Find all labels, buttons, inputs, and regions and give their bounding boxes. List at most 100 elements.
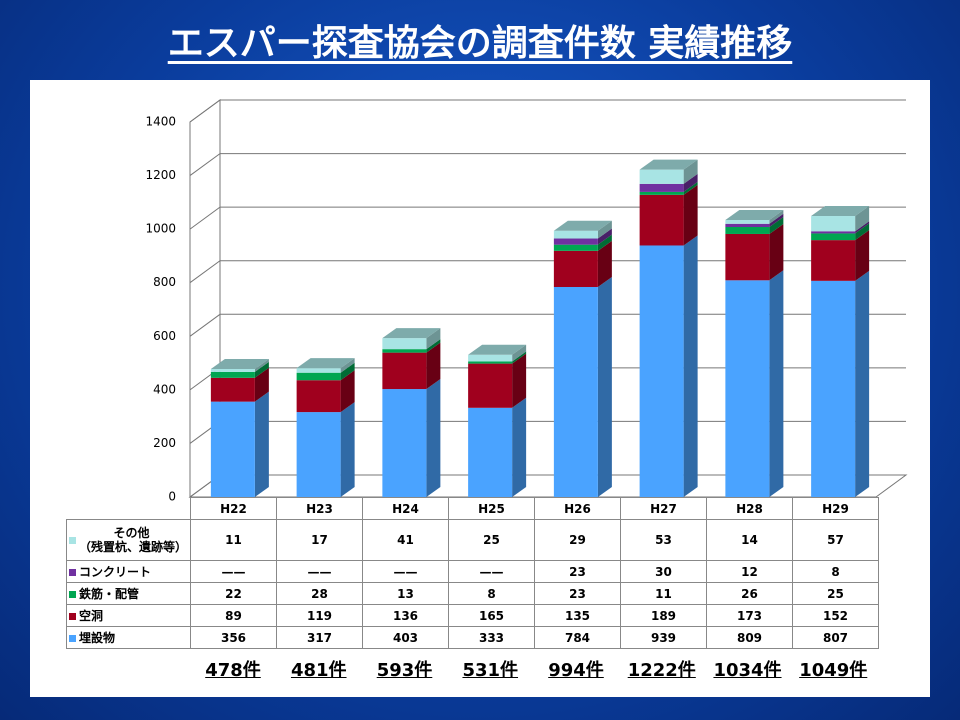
- legend-label: 埋設物: [79, 630, 116, 645]
- bar: [296, 368, 341, 373]
- bar-side: [769, 270, 784, 497]
- bar-side: [855, 206, 870, 232]
- bar: [382, 338, 427, 350]
- bar-side: [512, 344, 527, 362]
- bar: [296, 372, 341, 381]
- bar-side: [254, 358, 269, 372]
- table-row: その他 （残置杭、遺跡等） 11 17 41 25 29 53 14 57: [66, 519, 879, 561]
- bar: [639, 169, 684, 184]
- table-value: 23: [534, 582, 621, 605]
- row-label: その他 （残置杭、遺跡等）: [66, 519, 191, 561]
- table-value: ——: [190, 560, 277, 583]
- table-value: 317: [276, 626, 363, 649]
- x-tick-label: H24: [362, 497, 449, 520]
- legend-swatch: [69, 568, 76, 576]
- y-tick-label: 1000: [145, 222, 176, 236]
- bar: [553, 230, 598, 239]
- bar: [468, 354, 513, 362]
- table-value: 11: [190, 519, 277, 561]
- x-tick-label: H26: [534, 497, 621, 520]
- table-value: 13: [362, 582, 449, 605]
- bar-side: [769, 213, 784, 227]
- legend-label: コンクリート: [79, 564, 152, 579]
- bar-top: [811, 206, 870, 217]
- title: エスパー探査協会の調査件数 実績推移: [167, 23, 793, 64]
- bar-top: [468, 344, 527, 355]
- bar-side: [855, 223, 870, 241]
- bar-side: [340, 370, 355, 413]
- bar-top: [725, 210, 784, 221]
- bar: [296, 380, 341, 413]
- table-value: 14: [706, 519, 793, 561]
- table-value: 809: [706, 626, 793, 649]
- table-value: ——: [276, 560, 363, 583]
- bar: [639, 183, 684, 192]
- table-value: 53: [620, 519, 707, 561]
- table-value: 8: [448, 582, 535, 605]
- legend-swatch: [69, 590, 76, 598]
- table-value: ——: [362, 560, 449, 583]
- y-tick-label: 600: [153, 329, 176, 343]
- table-value: ——: [448, 560, 535, 583]
- bar: [210, 371, 255, 378]
- table-value: 12: [706, 560, 793, 583]
- bar: [811, 231, 856, 234]
- bar-top: [296, 358, 355, 369]
- total-label: 478件: [205, 660, 261, 681]
- row-label: コンクリート: [66, 560, 191, 583]
- table-value: 41: [362, 519, 449, 561]
- bar-side: [340, 362, 355, 381]
- table-value: 119: [276, 604, 363, 627]
- bar: [210, 368, 255, 372]
- table-value: 57: [792, 519, 879, 561]
- legend-swatch: [69, 634, 76, 642]
- bar: [468, 361, 513, 364]
- bar-side: [769, 210, 784, 224]
- y-tick-label: 1400: [145, 115, 176, 129]
- table-value: 8: [792, 560, 879, 583]
- bar-side: [597, 234, 612, 251]
- bar-side: [254, 367, 269, 402]
- bar-top: [382, 328, 441, 339]
- table-value: 89: [190, 604, 277, 627]
- total-label: 531件: [462, 660, 519, 681]
- bar: [468, 363, 513, 408]
- total-label: 1049件: [799, 660, 868, 681]
- bar-side: [683, 173, 698, 192]
- x-tick-label: H27: [620, 497, 707, 520]
- table-value: 189: [620, 604, 707, 627]
- bar: [811, 240, 856, 281]
- table-value: 165: [448, 604, 535, 627]
- x-tick-label: H22: [190, 497, 277, 520]
- bar-side: [426, 328, 441, 350]
- bar: [210, 401, 255, 497]
- bar-side: [769, 217, 784, 234]
- grid-line: [189, 153, 906, 176]
- bar: [639, 191, 684, 195]
- table-value: 29: [534, 519, 621, 561]
- bar-side: [426, 339, 441, 353]
- bar-side: [855, 270, 870, 497]
- bar-top: [210, 358, 269, 369]
- table-value: 23: [534, 560, 621, 583]
- bar: [382, 349, 427, 353]
- bar-side: [426, 379, 441, 497]
- y-tick-label: 200: [153, 436, 176, 450]
- bar: [639, 245, 684, 497]
- bar: [639, 194, 684, 246]
- y-tick-label: 800: [153, 275, 176, 289]
- table-value: 17: [276, 519, 363, 561]
- header-row: H22 H23 H24 H25 H26 H27 H28 H29: [67, 497, 879, 520]
- y-tick-label: 0: [168, 490, 176, 504]
- grid-line: [189, 260, 906, 284]
- bar-side: [855, 230, 870, 281]
- bar-side: [597, 240, 612, 287]
- bar: [725, 220, 770, 224]
- table-value: 25: [792, 582, 879, 605]
- bar: [296, 412, 341, 497]
- total-label: 481件: [290, 660, 347, 681]
- table-value: 136: [362, 604, 449, 627]
- bar-side: [597, 220, 612, 239]
- bar-side: [426, 342, 441, 390]
